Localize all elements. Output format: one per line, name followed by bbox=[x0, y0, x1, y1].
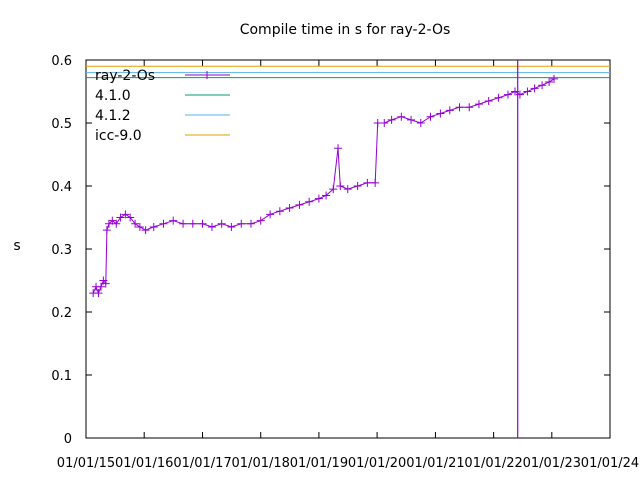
y-axis-label: s bbox=[13, 238, 20, 254]
data-point bbox=[94, 289, 103, 298]
data-point bbox=[285, 204, 294, 213]
data-point bbox=[227, 222, 236, 231]
data-point bbox=[545, 78, 554, 87]
data-point bbox=[538, 81, 547, 90]
data-point bbox=[416, 119, 425, 127]
data-point bbox=[207, 222, 216, 231]
data-point bbox=[550, 74, 559, 83]
x-tick-label: 01/01/16 bbox=[115, 456, 173, 471]
data-point bbox=[116, 213, 125, 222]
data-point bbox=[426, 112, 435, 121]
data-point bbox=[465, 103, 474, 112]
chart-title: Compile time in s for ray-2-Os bbox=[240, 22, 451, 38]
data-point bbox=[407, 115, 416, 124]
data-point bbox=[305, 197, 314, 206]
data-point bbox=[380, 119, 389, 127]
data-point bbox=[141, 226, 150, 235]
data-point bbox=[237, 219, 246, 228]
data-point bbox=[121, 210, 130, 219]
plot-frame bbox=[85, 59, 611, 439]
data-point bbox=[101, 279, 110, 288]
y-tick-label: 0.3 bbox=[51, 243, 72, 258]
x-tick-label: 01/01/22 bbox=[464, 456, 522, 471]
x-tick-label: 01/01/21 bbox=[406, 456, 464, 471]
data-point bbox=[445, 106, 454, 115]
data-point bbox=[188, 219, 197, 228]
series-trend-line bbox=[92, 78, 555, 295]
data-point bbox=[523, 87, 532, 96]
data-point bbox=[334, 144, 343, 153]
data-point bbox=[336, 182, 345, 190]
y-tick-label: 0 bbox=[64, 432, 72, 447]
data-point bbox=[397, 112, 406, 121]
data-point bbox=[530, 84, 539, 93]
x-tick-label: 01/01/19 bbox=[290, 456, 348, 471]
data-point bbox=[353, 182, 362, 190]
y-tick-label: 0.4 bbox=[51, 180, 72, 195]
data-point bbox=[256, 216, 265, 225]
data-point bbox=[510, 87, 519, 96]
data-point bbox=[494, 93, 503, 102]
data-point bbox=[455, 103, 464, 112]
data-point bbox=[179, 219, 188, 228]
x-tick-label: 01/01/17 bbox=[173, 456, 231, 471]
x-tick-label: 01/01/20 bbox=[348, 456, 406, 471]
data-point bbox=[503, 90, 512, 99]
data-point bbox=[484, 96, 493, 105]
data-point bbox=[266, 210, 275, 219]
data-point bbox=[371, 178, 380, 187]
data-point bbox=[198, 219, 207, 228]
legend-marker bbox=[203, 71, 211, 79]
legend-label: ray-2-Os bbox=[95, 68, 155, 84]
data-point bbox=[363, 178, 372, 187]
data-point bbox=[387, 115, 396, 124]
y-tick-label: 0.2 bbox=[51, 306, 72, 321]
data-point bbox=[515, 90, 524, 99]
data-point bbox=[329, 185, 338, 194]
x-tick-label: 01/01/24 bbox=[581, 456, 639, 471]
axis-ticks: 00.10.20.30.40.50.601/01/15 01/01/16 01/01… bbox=[51, 54, 639, 471]
data-point bbox=[436, 109, 445, 118]
data-point bbox=[112, 219, 121, 228]
data-point bbox=[149, 222, 158, 231]
x-tick-label: 01/01/23 bbox=[523, 456, 581, 471]
x-tick-label: 01/01/15 bbox=[57, 456, 115, 471]
data-point bbox=[131, 219, 140, 228]
data-point bbox=[322, 191, 331, 200]
data-point bbox=[314, 194, 323, 203]
data-point bbox=[102, 226, 111, 235]
legend-label: 4.1.2 bbox=[95, 108, 131, 124]
x-tick-label: 01/01/18 bbox=[232, 456, 290, 471]
legend: ray-2-Os 4.1.0 4.1.2 icc-9.0 bbox=[95, 68, 230, 144]
data-point bbox=[169, 216, 178, 225]
data-point bbox=[96, 282, 105, 291]
y-tick-label: 0.5 bbox=[51, 117, 72, 132]
y-tick-label: 0.6 bbox=[51, 54, 72, 69]
series-layer bbox=[86, 60, 610, 438]
data-point bbox=[295, 200, 304, 209]
data-point bbox=[246, 219, 255, 228]
legend-label: 4.1.0 bbox=[95, 88, 131, 104]
y-tick-label: 0.1 bbox=[51, 369, 72, 384]
legend-label: icc-9.0 bbox=[95, 128, 142, 144]
data-point bbox=[126, 213, 135, 222]
data-point bbox=[135, 222, 144, 231]
data-point bbox=[474, 100, 483, 109]
data-point bbox=[343, 185, 352, 194]
data-point bbox=[275, 207, 284, 216]
data-point bbox=[217, 219, 226, 228]
data-point bbox=[159, 219, 168, 228]
